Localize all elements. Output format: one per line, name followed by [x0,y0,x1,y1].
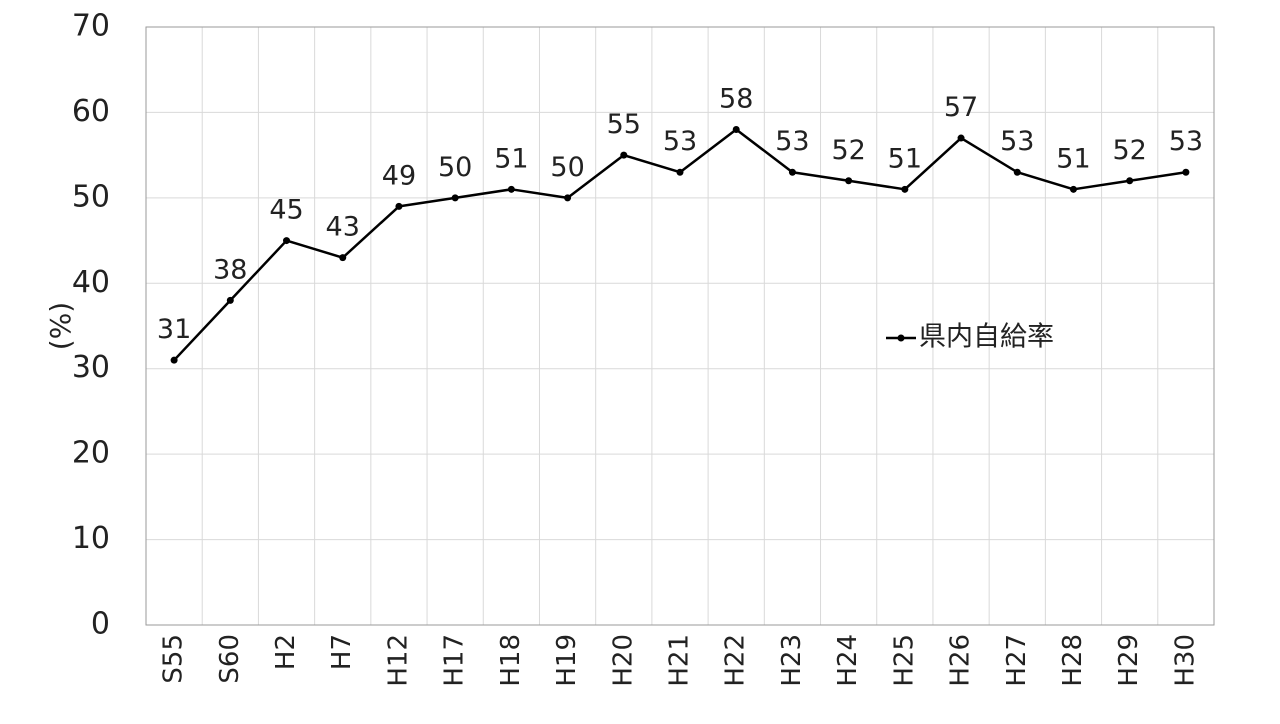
data-label: 50 [550,152,584,183]
x-tick-label: H27 [1002,634,1032,687]
data-point [957,134,965,142]
x-tick-label: H24 [833,634,863,687]
legend: 県内自給率 [886,322,1054,353]
x-tick-label: H23 [777,634,807,687]
data-point [788,168,796,176]
data-label: 53 [1169,126,1203,157]
x-tick-label: S55 [159,634,189,684]
data-point [395,202,403,210]
plot-area-frame [145,26,1215,626]
x-tick-label: H20 [608,634,638,687]
y-tick-label: 50 [72,179,110,214]
y-tick-label: 70 [72,9,110,44]
data-point [676,168,684,176]
series-group [170,126,1190,364]
x-tick-label: H18 [496,634,526,687]
data-label: 45 [269,195,303,226]
data-point [339,254,347,262]
x-tick-label: H28 [1058,634,1088,687]
data-label: 57 [944,92,978,123]
legend-marker-swatch [897,334,905,342]
data-label: 52 [1113,135,1147,166]
data-point [732,126,740,134]
x-tick-label: H29 [1114,634,1144,687]
data-point [170,356,178,364]
y-tick-label: 10 [72,521,110,556]
x-tick-label: H2 [271,634,301,670]
data-point [507,185,515,193]
x-tick-label: H19 [552,634,582,687]
data-label: 51 [494,143,528,174]
legend-label: 県内自給率 [919,322,1054,353]
data-point [226,296,234,304]
data-label: 53 [775,126,809,157]
data-label: 53 [1000,126,1034,157]
x-tick-label: H22 [721,634,751,687]
data-point [901,185,909,193]
x-tick-label: H21 [665,634,695,687]
data-point [564,194,572,202]
data-point [283,237,291,245]
data-label: 51 [1056,143,1090,174]
data-point [620,151,628,159]
data-label: 49 [382,160,416,191]
data-label: 31 [157,314,191,345]
y-tick-label: 30 [72,350,110,385]
y-tick-label: 0 [91,607,110,642]
data-label: 55 [607,109,641,140]
x-tick-label: H25 [889,634,919,687]
data-label: 52 [831,135,865,166]
grid [146,27,1214,625]
y-axis-ticks: 0 10 20 30 40 50 60 70 [72,9,110,642]
y-tick-label: 60 [72,94,110,129]
data-point [1069,185,1077,193]
data-label: 51 [888,143,922,174]
data-label: 58 [719,84,753,115]
x-tick-label: H26 [946,634,976,687]
data-point [451,194,459,202]
data-point [1013,168,1021,176]
data-label: 50 [438,152,472,183]
data-point [1182,168,1190,176]
x-tick-label: H30 [1170,634,1200,687]
x-tick-label: H17 [440,634,470,687]
y-tick-label: 20 [72,436,110,471]
data-labels: 31 38 45 43 49 50 51 50 55 53 58 53 52 51 57 53 51 52 53 [157,84,1203,346]
x-tick-label: S60 [215,634,245,684]
data-point [1126,177,1134,185]
x-tick-label: H7 [327,634,357,670]
x-axis-ticks: S55 S60 H2 H7 H12 H17 H18 H19 H20 H21 H22 H23 H24 H25… [159,634,1201,687]
data-point [845,177,853,185]
data-label: 43 [326,212,360,243]
data-label: 53 [663,126,697,157]
y-tick-label: 40 [72,265,110,300]
data-label: 38 [213,254,247,285]
y-axis-title: (%) [44,302,77,350]
x-tick-label: H12 [383,634,413,687]
